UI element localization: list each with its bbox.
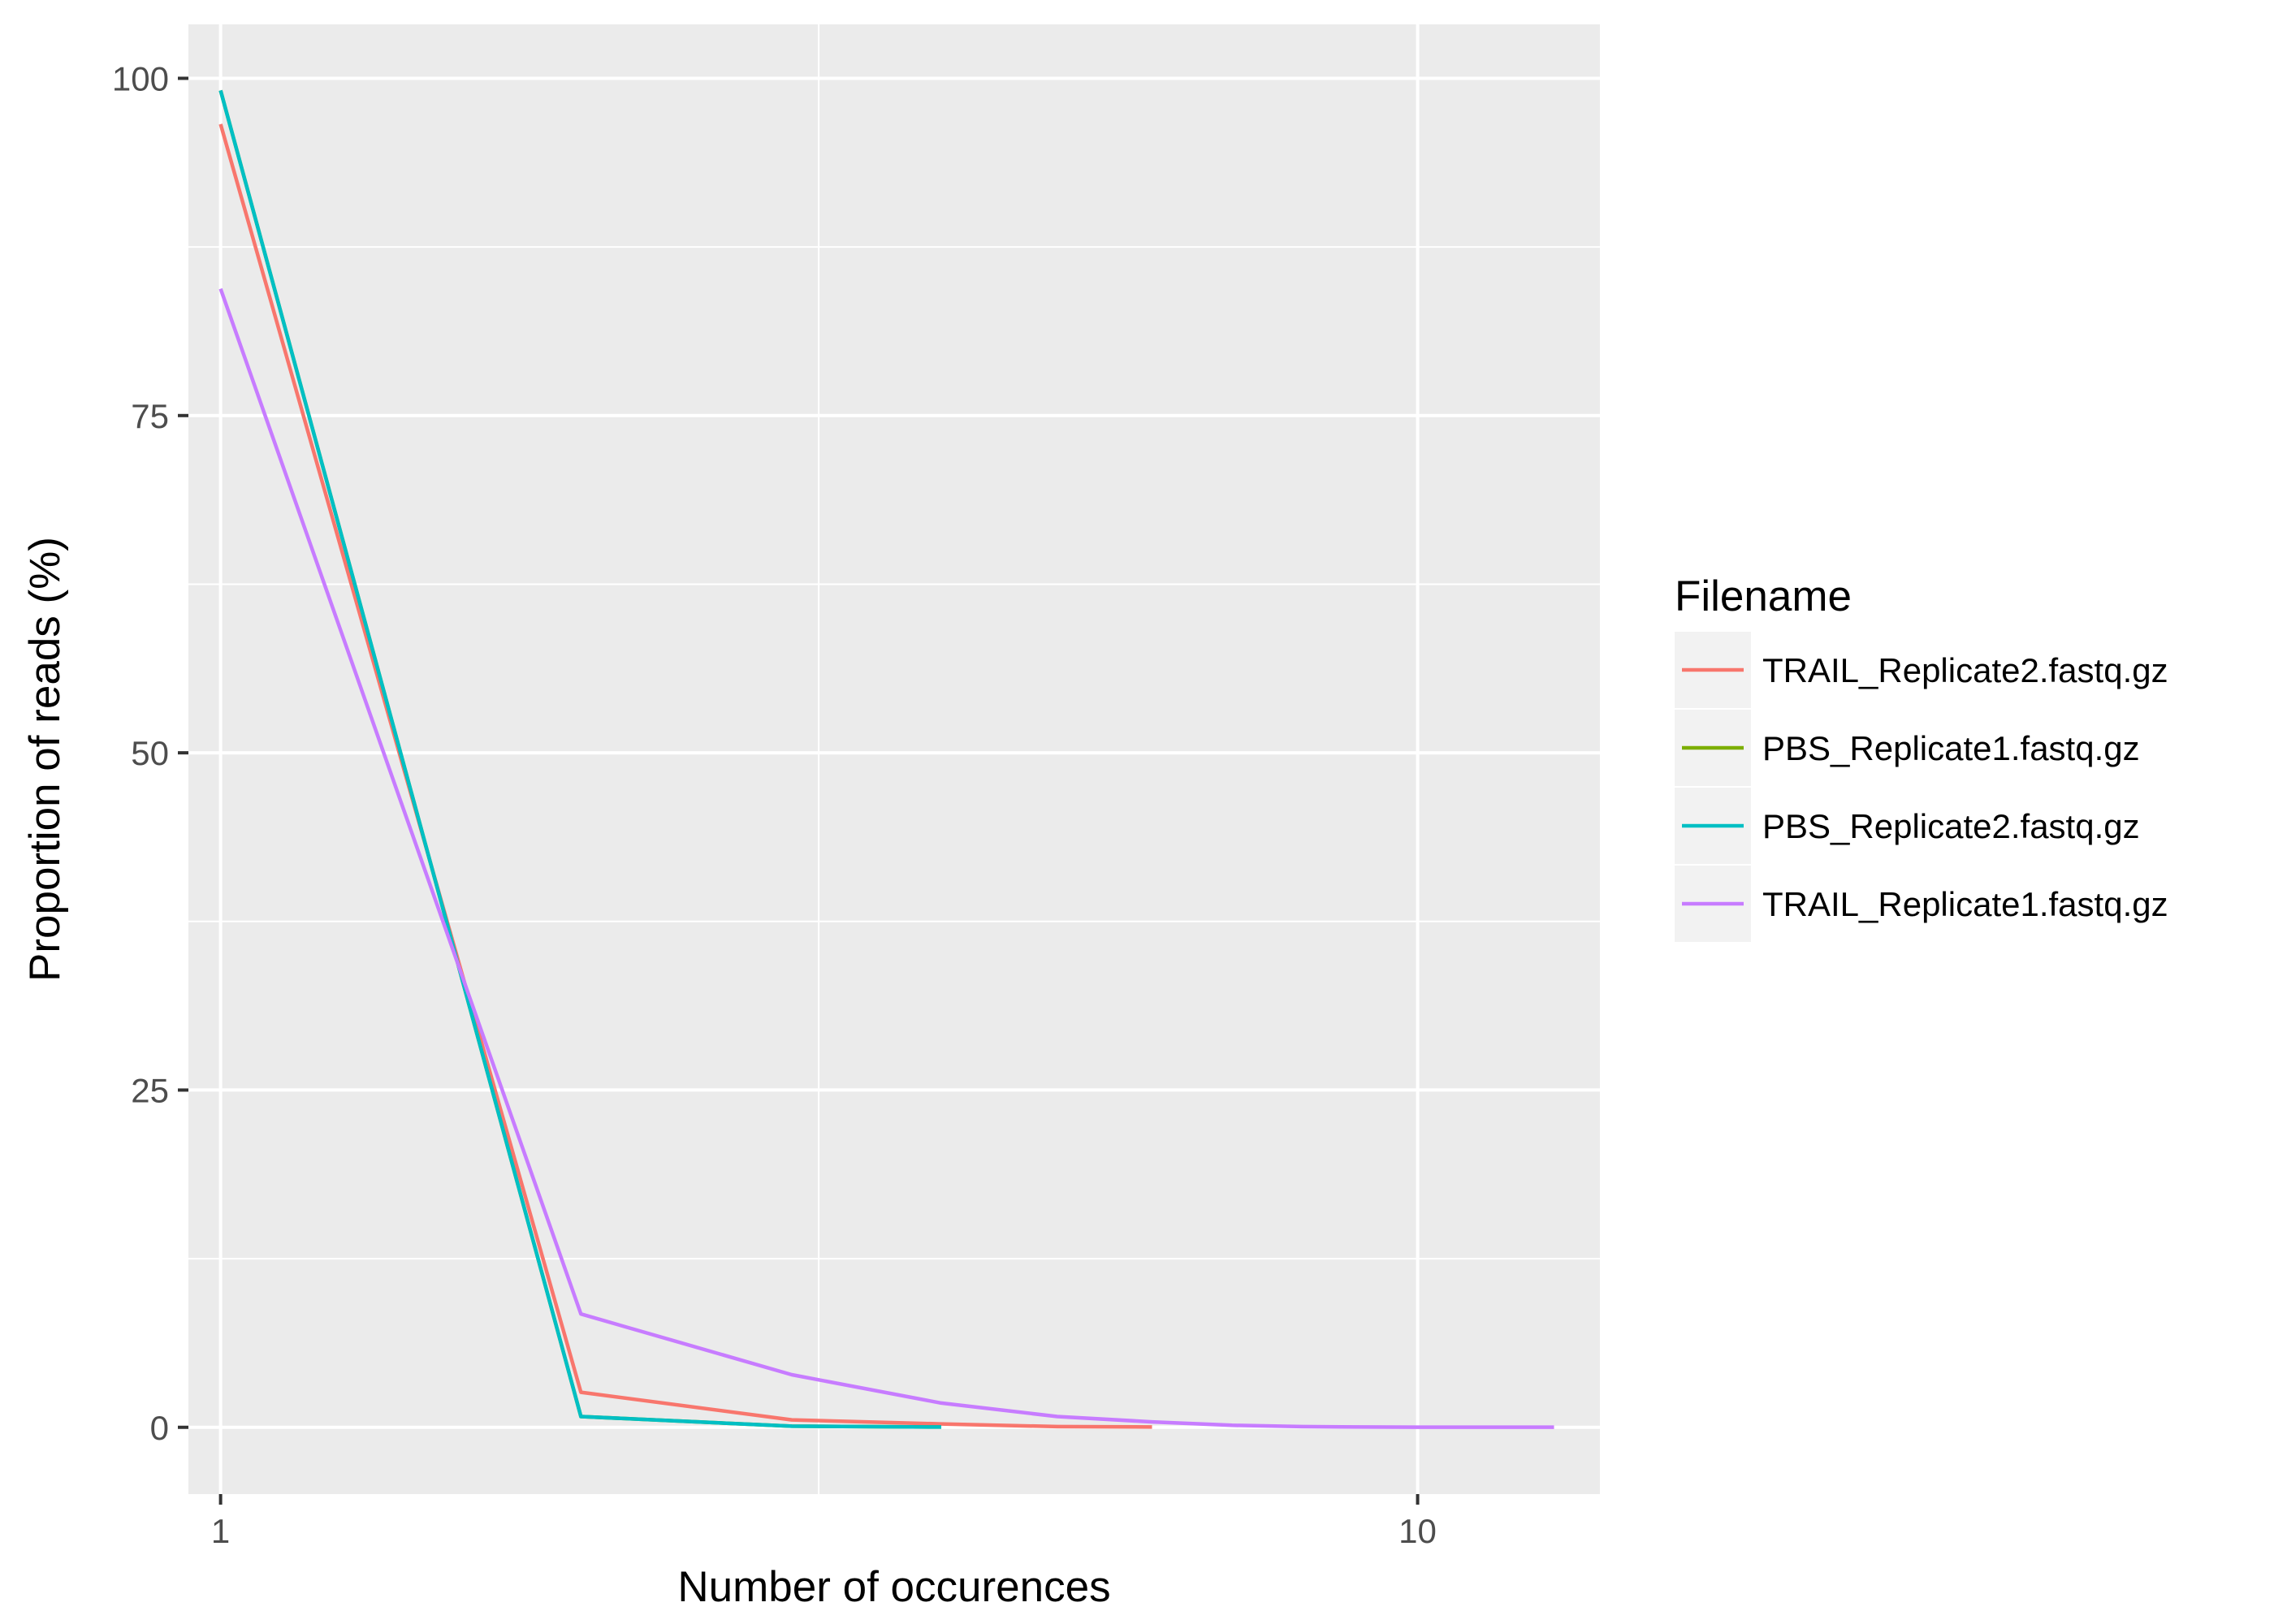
y-tick-label: 50: [131, 734, 169, 772]
series-line-1: [218, 123, 1152, 1429]
x-axis-title: Number of occurences: [677, 1563, 1110, 1611]
y-tick-label: 25: [131, 1071, 169, 1109]
y-tick-label: 100: [112, 59, 169, 97]
legend-label: TRAIL_Replicate1.fastq.gz: [1762, 885, 2168, 923]
series-lines: [218, 89, 1554, 1429]
legend-title: Filename: [1675, 572, 1852, 620]
legend-items: TRAIL_Replicate2.fastq.gz PBS_Replicate1.…: [1675, 632, 2168, 942]
legend-label: PBS_Replicate1.fastq.gz: [1762, 729, 2140, 767]
tick-labels: 0 25 50 75 100 1 10: [112, 59, 1437, 1550]
y-axis-title: Proportion of reads (%): [21, 537, 69, 982]
axis-ticks: [178, 76, 1420, 1505]
x-tick-label: 1: [211, 1512, 230, 1550]
series-line-4: [218, 287, 1554, 1429]
legend-label: PBS_Replicate2.fastq.gz: [1762, 807, 2140, 845]
series-line-3: [218, 89, 942, 1429]
minor-gridlines: [188, 24, 1600, 1494]
legend: Filename TRAIL_Replicate2.fastq.gz PBS_Re…: [1675, 572, 2168, 942]
y-tick-label: 0: [150, 1409, 169, 1447]
plot-panel: [188, 24, 1600, 1494]
y-tick-label: 75: [131, 397, 169, 435]
legend-label: TRAIL_Replicate2.fastq.gz: [1762, 651, 2168, 689]
x-tick-label: 10: [1399, 1512, 1437, 1550]
